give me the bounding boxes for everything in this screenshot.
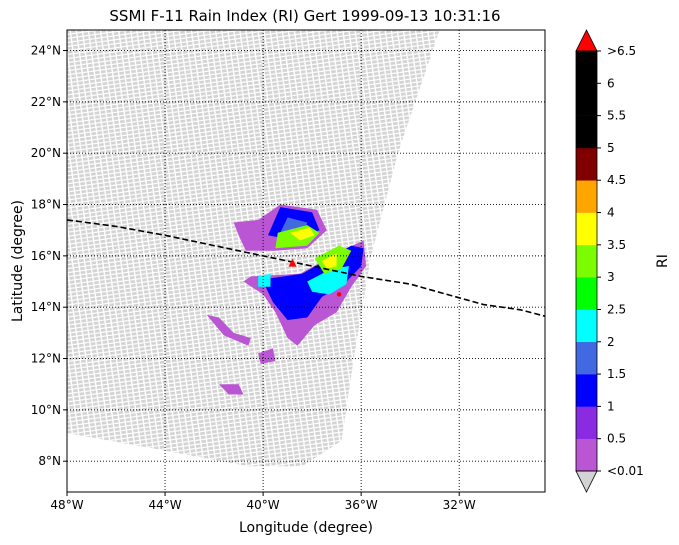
y-tick-label: 12°N — [31, 352, 61, 366]
colorbar-segment-3 — [576, 341, 597, 375]
colorbar-segment-4 — [576, 309, 597, 343]
colorbar: <0.01 0.5 1 1.5 2 2.5 3 3.5 4 4.5 5 5.5 6 >6.5 — [575, 29, 644, 493]
y-tick-label: 24°N — [31, 44, 61, 58]
axes-frame — [66, 29, 546, 493]
rain-region-8 — [258, 273, 271, 287]
x-axis-label: Longitude (degree) — [239, 520, 373, 536]
marker-layer — [288, 258, 342, 297]
rain-region-11 — [206, 314, 251, 346]
y-tick-label: 18°N — [31, 198, 61, 212]
x-tick-label: 36°W — [345, 498, 378, 512]
colorbar-segment-9 — [576, 147, 597, 181]
rain-layer — [206, 204, 367, 395]
colorbar-tick-label: 2 — [607, 335, 615, 349]
colorbar-tick-label: 6 — [607, 76, 615, 90]
colorbar-under-arrow — [575, 470, 598, 493]
storm-center-marker — [288, 258, 297, 267]
x-tick-label: 48°W — [50, 498, 83, 512]
colorbar-tick-label: 3.5 — [607, 238, 626, 252]
x-tick-label: 32°W — [443, 498, 476, 512]
x-tick-label: 44°W — [148, 498, 181, 512]
colorbar-tick-label: <0.01 — [607, 464, 644, 478]
rain-region-12 — [258, 348, 276, 364]
x-axis-ticks: 48°W 44°W 40°W 36°W 32°W — [50, 492, 476, 512]
y-tick-label: 16°N — [31, 249, 61, 263]
colorbar-segment-8 — [576, 180, 597, 213]
rain-region-10 — [321, 253, 337, 269]
colorbar-segment-2 — [576, 374, 597, 407]
colorbar-tick-label: 5.5 — [607, 109, 626, 123]
colorbar-tick-label: 1.5 — [607, 367, 626, 381]
colorbar-tick-label: >6.5 — [607, 44, 636, 58]
y-tick-label: 14°N — [31, 300, 61, 314]
rain-region-4 — [290, 227, 315, 241]
x-tick-label: 40°W — [247, 498, 280, 512]
colorbar-tick-label: 5 — [607, 141, 615, 155]
colorbar-label: RI — [655, 254, 671, 268]
colorbar-frame — [575, 50, 598, 472]
colorbar-segment-1 — [576, 406, 597, 439]
y-axis-label: Latitude (degree) — [10, 200, 26, 322]
storm-track-line — [67, 219, 545, 317]
grid-lines — [67, 30, 545, 492]
colorbar-segment-6 — [576, 244, 597, 278]
y-axis-ticks: 8°N 10°N 12°N 14°N 16°N 18°N 20°N 22°N 24°N — [31, 44, 67, 468]
colorbar-over-arrow — [575, 29, 598, 52]
chart-title: SSMI F-11 Rain Index (RI) Gert 1999-09-1… — [109, 7, 500, 25]
rain-region-7 — [307, 266, 349, 295]
colorbar-segment-11 — [576, 83, 597, 116]
rain-region-13 — [219, 384, 244, 395]
colorbar-tick-label: 1 — [607, 399, 615, 413]
storm-position-marker — [336, 292, 342, 297]
y-tick-label: 22°N — [31, 95, 61, 109]
colorbar-segment-5 — [576, 277, 597, 310]
colorbar-tick-label: 4.5 — [607, 173, 626, 187]
y-tick-label: 8°N — [38, 454, 61, 468]
y-tick-label: 10°N — [31, 403, 61, 417]
colorbar-tick-label: 4 — [607, 206, 615, 220]
plot-area — [66, 29, 546, 493]
colorbar-tick-label: 0.5 — [607, 432, 626, 446]
colorbar-tick-label: 3 — [607, 270, 615, 284]
colorbar-segment-0 — [576, 438, 597, 472]
colorbar-tick-label: 2.5 — [607, 302, 626, 316]
colorbar-segment-10 — [576, 115, 597, 149]
colorbar-segment-7 — [576, 212, 597, 246]
y-tick-label: 20°N — [31, 146, 61, 160]
colorbar-segment-12 — [576, 51, 597, 84]
